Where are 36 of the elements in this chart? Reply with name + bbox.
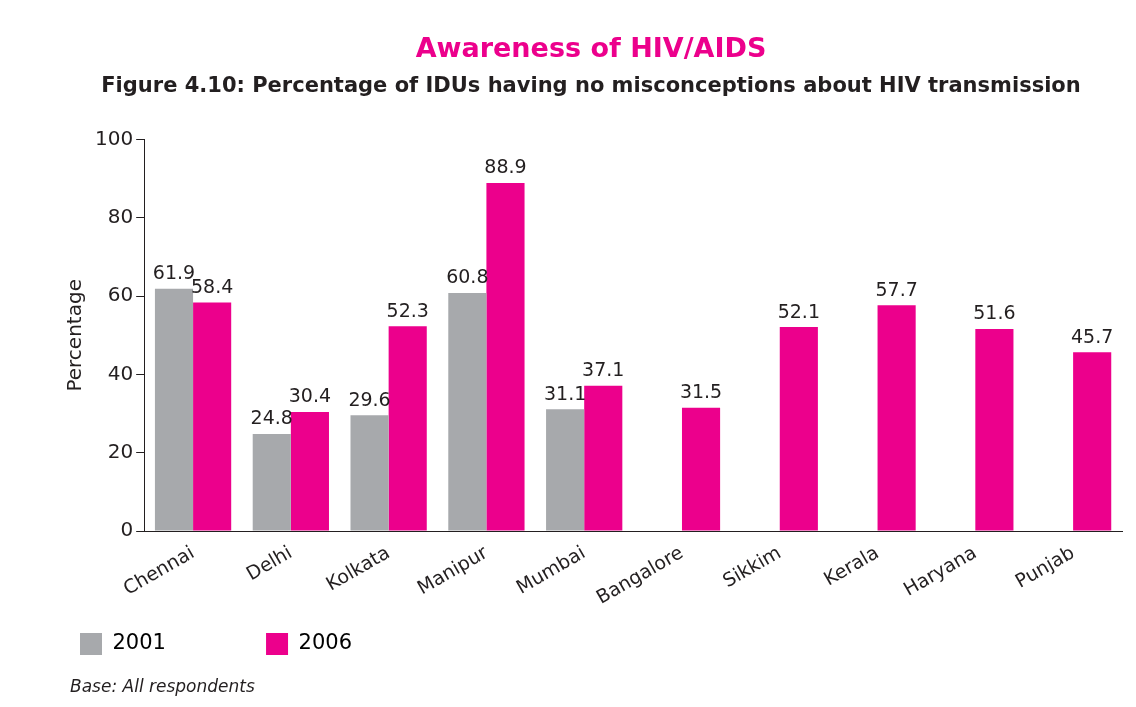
text: Base: All respondents bbox=[70, 676, 255, 697]
bar bbox=[154, 288, 194, 531]
bar bbox=[290, 412, 329, 531]
bar bbox=[877, 305, 916, 531]
chart-title: Awareness of HIV/AIDS bbox=[415, 32, 767, 64]
data-label: 37.1 bbox=[582, 358, 625, 381]
y-tick-label: 100 bbox=[94, 125, 134, 150]
bar bbox=[252, 433, 291, 531]
bar bbox=[1073, 352, 1112, 531]
bar bbox=[350, 415, 389, 531]
legend-label: 2006 bbox=[298, 630, 433, 655]
data-label: 30.4 bbox=[288, 384, 332, 407]
y-tick-label: 40 bbox=[107, 360, 134, 385]
data-label: 31.5 bbox=[679, 380, 723, 403]
data-label: 88.9 bbox=[484, 155, 527, 178]
y-axis-title: Percentage bbox=[62, 279, 87, 392]
data-label: 51.6 bbox=[973, 301, 1016, 324]
bar bbox=[193, 302, 232, 531]
bar bbox=[486, 183, 525, 531]
chart-subtitle: Figure 4.10: Percentage of IDUs having no misconceptions about HIV transmission bbox=[101, 73, 1081, 98]
bar bbox=[546, 409, 585, 531]
data-label: 45.7 bbox=[1071, 324, 1114, 347]
y-tick-label: 60 bbox=[107, 282, 134, 307]
bar bbox=[681, 407, 721, 531]
bar bbox=[584, 385, 623, 531]
bar bbox=[975, 329, 1014, 531]
bar bbox=[779, 327, 818, 531]
data-label: 57.7 bbox=[875, 277, 918, 300]
data-label: 52.3 bbox=[386, 298, 429, 321]
y-tick-label: 20 bbox=[107, 438, 134, 463]
data-label: 52.1 bbox=[777, 299, 820, 322]
legend-label: 2001 bbox=[112, 630, 247, 655]
y-tick-label: 0 bbox=[120, 517, 134, 542]
y-tick-label: 80 bbox=[107, 204, 134, 229]
bar bbox=[388, 326, 427, 531]
bar bbox=[448, 293, 487, 531]
